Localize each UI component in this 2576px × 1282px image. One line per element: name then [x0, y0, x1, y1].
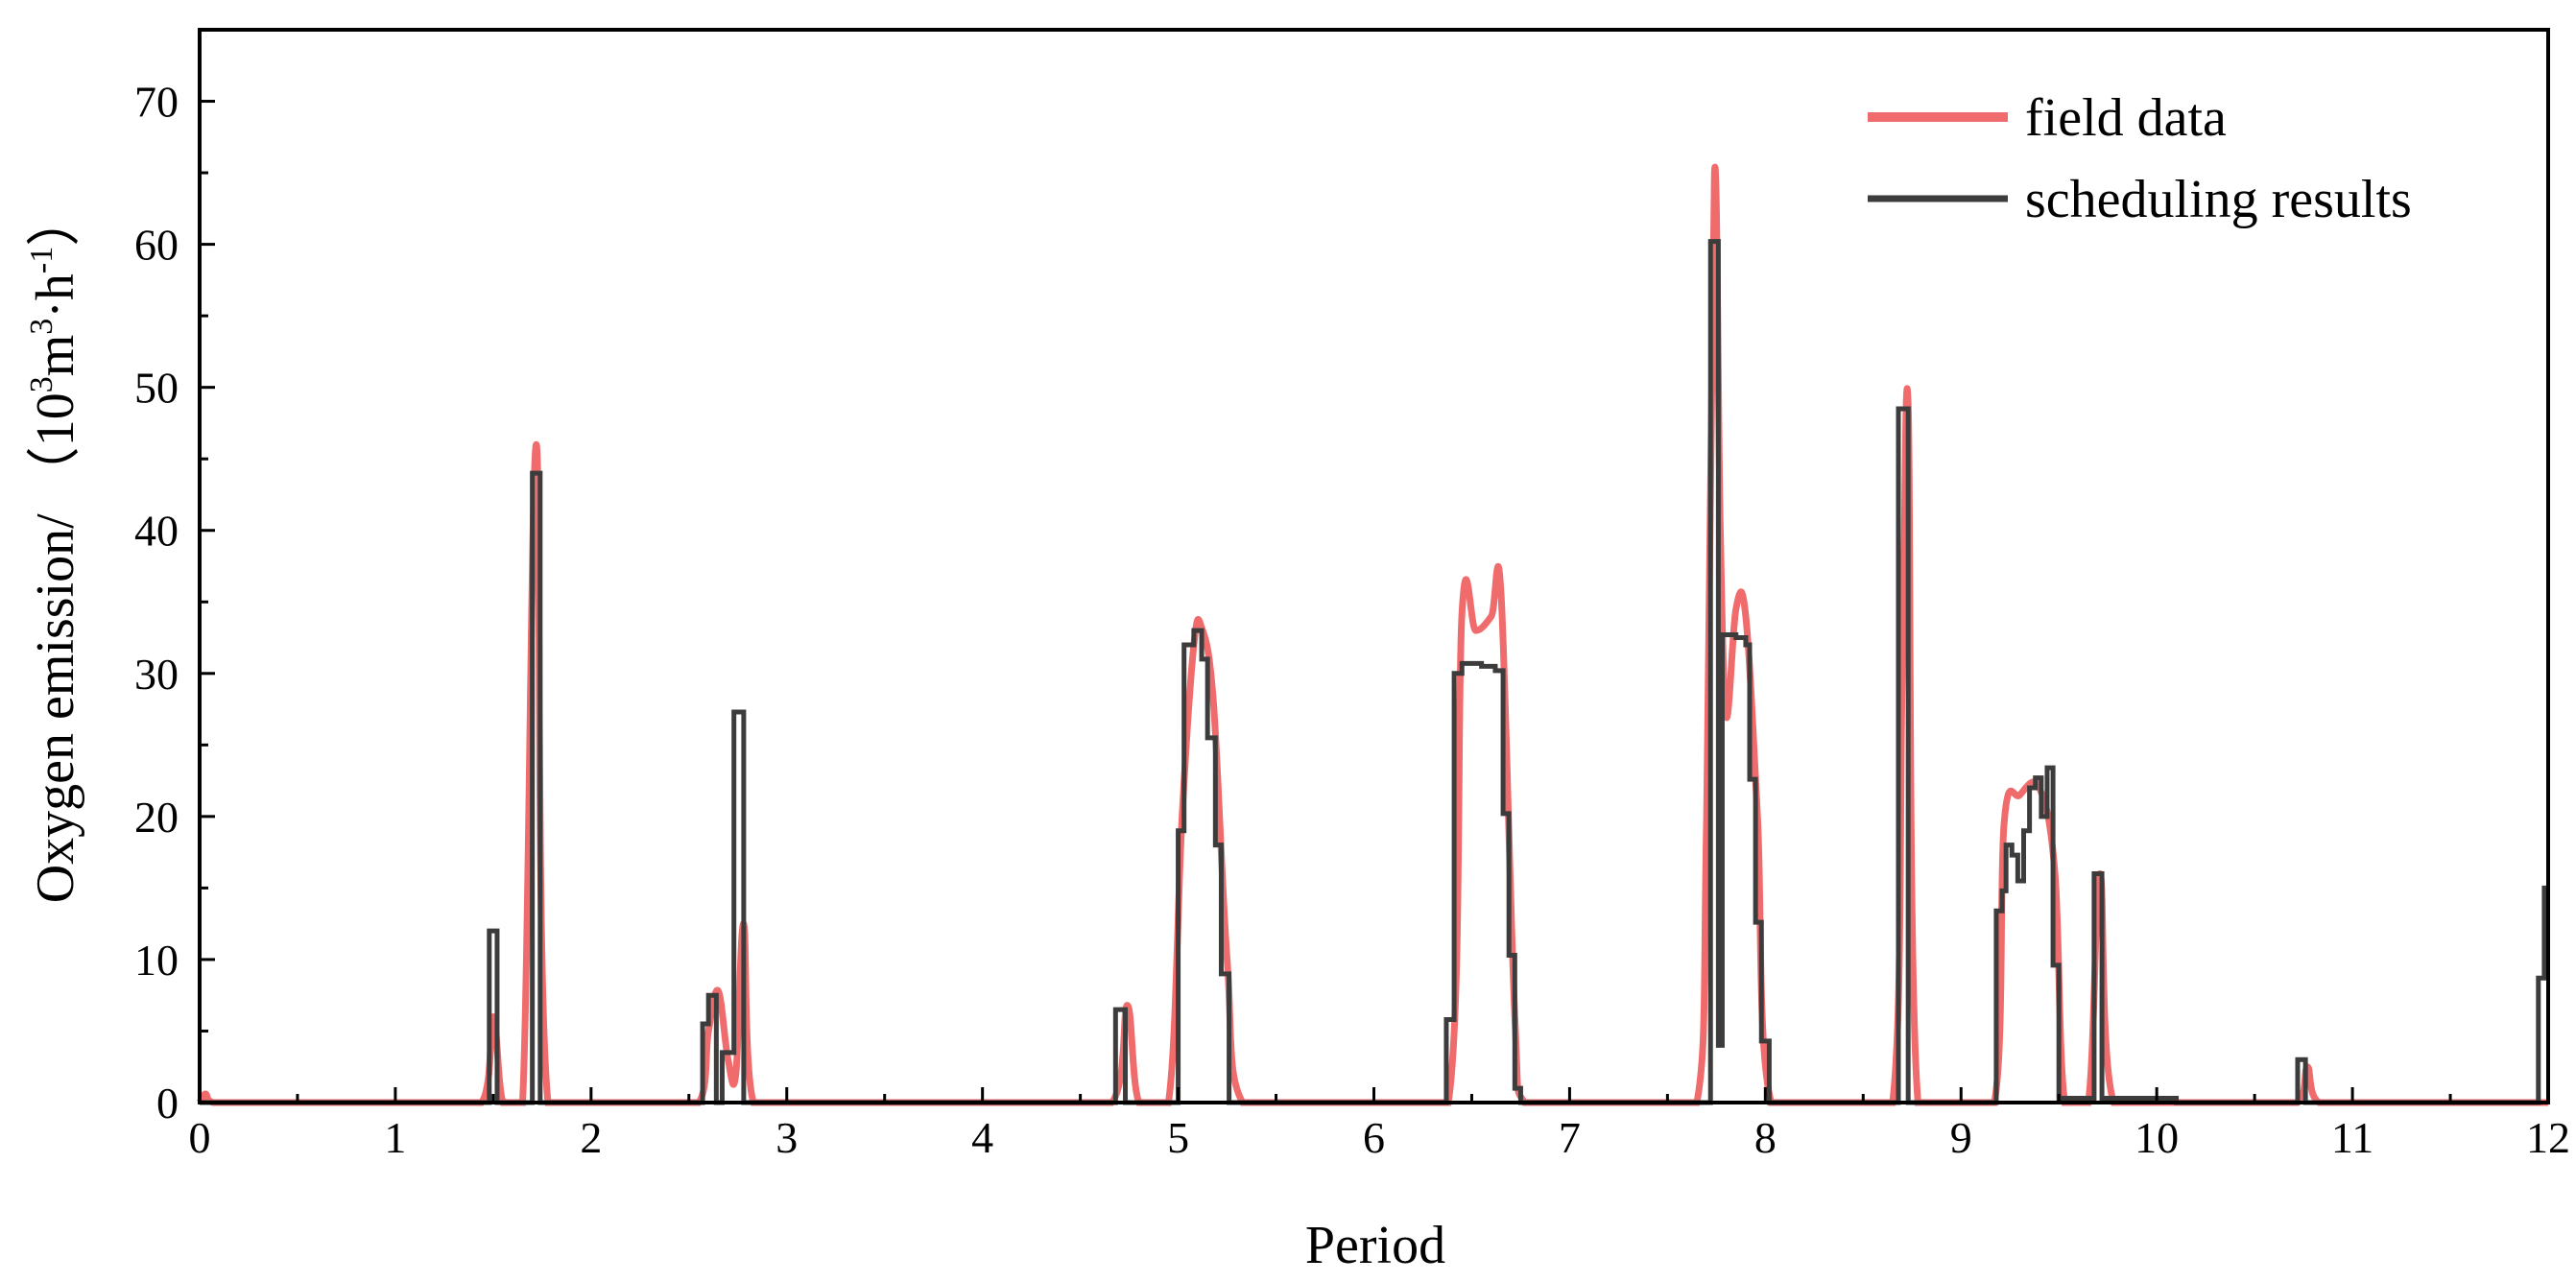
x-tick-label-7: 7 [1559, 1113, 1581, 1162]
x-tick-label-3: 3 [775, 1113, 798, 1162]
x-tick-label-2: 2 [580, 1113, 602, 1162]
x-tick-label-0: 0 [189, 1113, 211, 1162]
x-tick-label-1: 1 [384, 1113, 406, 1162]
legend-label-scheduling-results: scheduling results [2025, 170, 2412, 229]
y-tick-label-4: 40 [134, 507, 179, 556]
x-tick-label-9: 9 [1950, 1113, 1972, 1162]
y-tick-label-0: 0 [156, 1079, 179, 1128]
y-tick-label-6: 60 [134, 221, 179, 270]
x-tick-label-6: 6 [1363, 1113, 1385, 1162]
y-axis: 0 10 20 30 40 50 60 70 [134, 78, 215, 1128]
x-tick-label-12: 12 [2526, 1113, 2570, 1162]
x-tick-label-8: 8 [1754, 1113, 1777, 1162]
y-axis-title: Oxygen emission/ （103m3·h-1） [24, 193, 85, 904]
x-axis-title: Period [1305, 1216, 1445, 1275]
y-tick-label-5: 50 [134, 364, 179, 413]
series-line-field-data [196, 163, 2548, 1106]
y-tick-label-3: 30 [134, 650, 179, 699]
series-layer [196, 163, 2548, 1106]
x-tick-label-5: 5 [1167, 1113, 1189, 1162]
y-tick-label-2: 20 [134, 793, 179, 842]
x-axis: 0 1 2 3 4 5 6 7 8 9 10 11 12 [189, 1087, 2570, 1162]
y-tick-label-7: 70 [134, 78, 179, 127]
x-tick-label-4: 4 [971, 1113, 993, 1162]
series-line-scheduling-results [200, 239, 2548, 1105]
x-tick-label-10: 10 [2135, 1113, 2179, 1162]
legend: field data scheduling results [1868, 88, 2412, 229]
y-tick-label-1: 10 [134, 936, 179, 985]
legend-label-field-data: field data [2025, 88, 2227, 148]
x-tick-label-11: 11 [2331, 1113, 2373, 1162]
